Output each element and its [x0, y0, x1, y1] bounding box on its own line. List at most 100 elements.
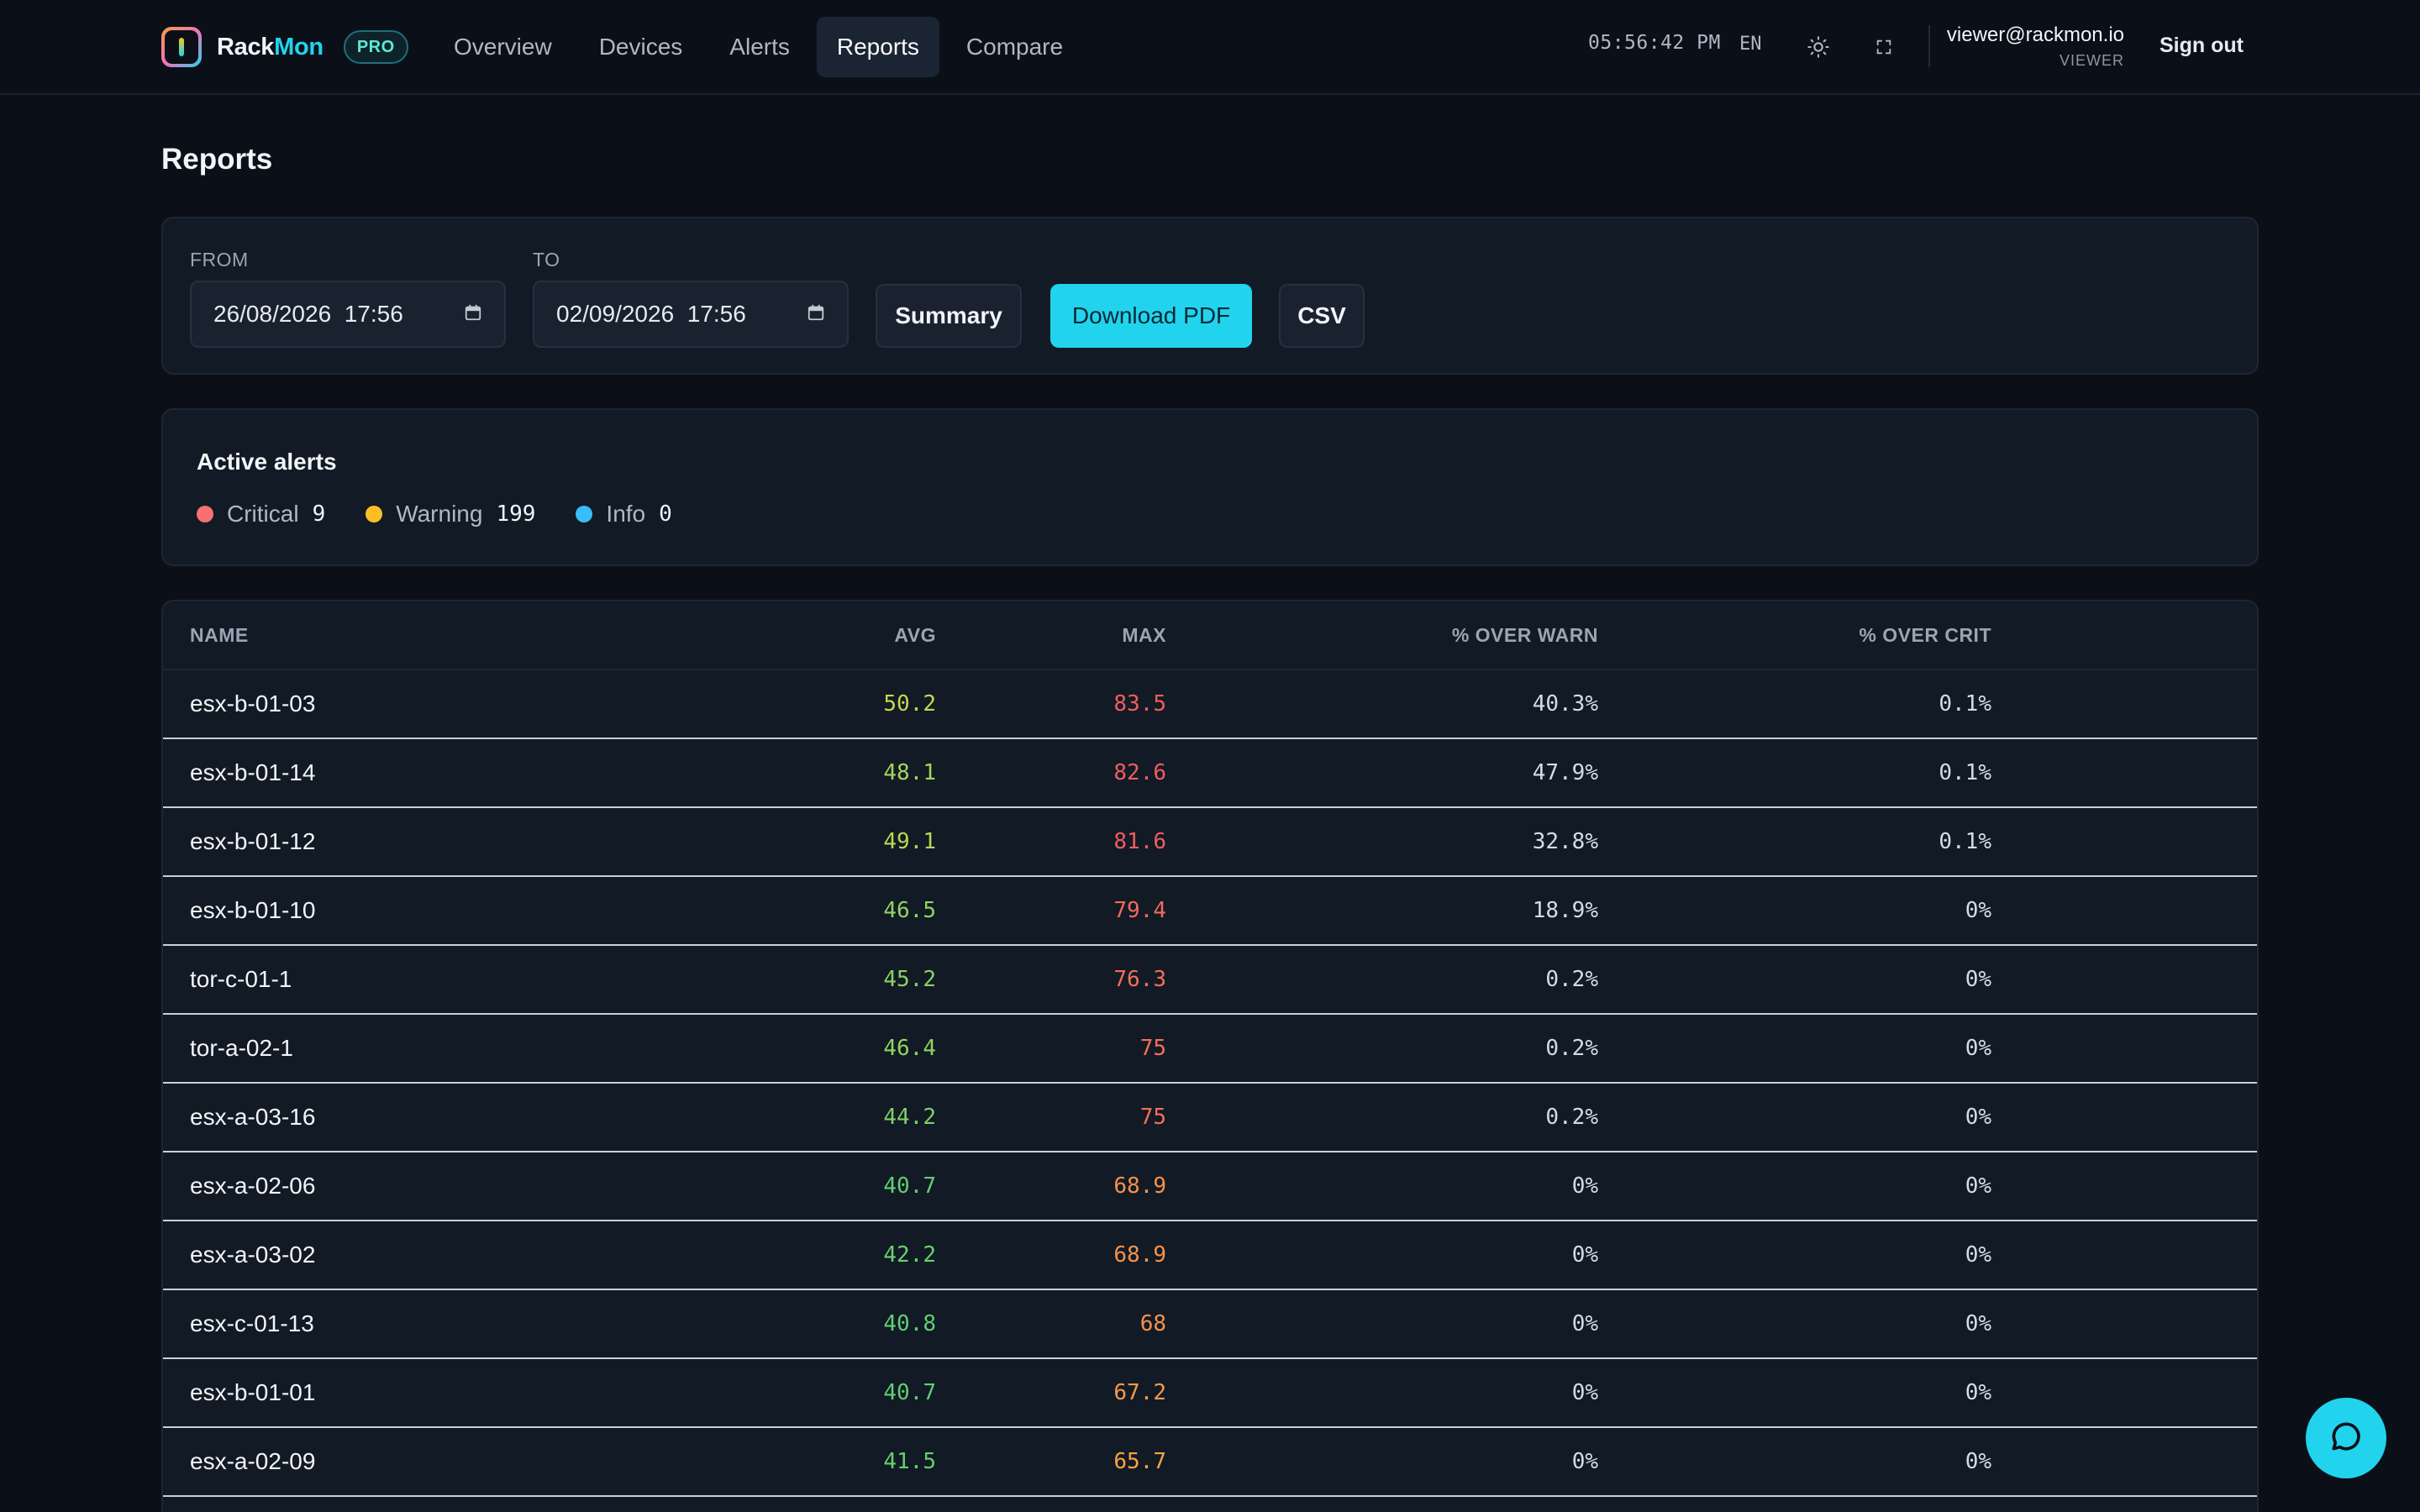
table-row[interactable]: esx-a-03-16 44.2 75 0.2% 0%100%: [163, 1084, 2257, 1152]
brand-name-accent: Mon: [274, 33, 324, 60]
cell-avg: 46.4: [883, 1036, 936, 1061]
col-over-crit-header[interactable]: % OVER CRIT: [1859, 623, 1991, 646]
cell-max: 76.3: [1113, 967, 1166, 992]
col-over-warn-header[interactable]: % OVER WARN: [1451, 623, 1598, 646]
col-availability-header[interactable]: AVAILABILITY: [1760, 601, 2257, 669]
cell-max: 83.5: [1113, 691, 1166, 717]
info-dot-icon: [576, 506, 593, 522]
sign-out-button[interactable]: Sign out: [2160, 34, 2244, 57]
warning-dot-icon: [366, 506, 383, 522]
cell-over-crit: 0%: [1965, 1036, 1991, 1061]
cell-name: esx-b-01-14: [190, 759, 316, 785]
alert-warning[interactable]: Warning 199: [366, 501, 535, 528]
cell-name: esx-b-01-01: [190, 1379, 316, 1405]
table-row[interactable]: esx-b-01-12 49.1 81.6 32.8% 0.1%100%: [163, 808, 2257, 877]
clock: 05:56:42 PM: [1588, 32, 1721, 54]
cell-avg: 40.8: [883, 1311, 936, 1336]
calendar-icon[interactable]: [464, 301, 482, 328]
header-divider: [1928, 25, 1930, 67]
cell-max: 75: [1139, 1105, 1166, 1130]
cell-avg: 48.1: [883, 760, 936, 785]
alert-info-count: 0: [659, 501, 672, 527]
cell-availability: 100%: [1760, 1084, 2257, 1151]
cell-avg: 45.2: [883, 967, 936, 992]
cell-avg: 40.7: [883, 1173, 936, 1199]
brand[interactable]: RackMon PRO: [161, 25, 408, 69]
table-row[interactable]: esx-b-01-14 48.1 82.6 47.9% 0.1%100%: [163, 739, 2257, 808]
pro-badge: PRO: [343, 30, 408, 64]
chat-icon: [2328, 1418, 2365, 1459]
to-date-input[interactable]: 02/09/2026 17:56: [533, 281, 849, 348]
col-max-header[interactable]: MAX: [1122, 623, 1166, 646]
brand-name-main: Rack: [217, 33, 275, 60]
download-pdf-button[interactable]: Download PDF: [1050, 284, 1252, 348]
cell-availability: 100%: [1760, 808, 2257, 875]
top-bar: RackMon PRO Overview Devices Alerts Repo…: [0, 0, 2420, 95]
active-alerts-panel: Active alerts Critical 9 Warning 199 Inf…: [161, 408, 2259, 566]
nav-devices[interactable]: Devices: [598, 34, 683, 60]
user-menu[interactable]: viewer@rackmon.io VIEWER: [1947, 24, 2124, 70]
csv-button[interactable]: CSV: [1279, 284, 1365, 348]
expand-icon[interactable]: [1867, 30, 1901, 64]
cell-over-warn: 0.2%: [1545, 967, 1598, 992]
to-label: TO: [533, 249, 560, 270]
cell-over-warn: 18.9%: [1532, 898, 1598, 923]
sun-icon[interactable]: [1802, 30, 1835, 64]
cell-availability: 100%: [1760, 877, 2257, 944]
nav-overview[interactable]: Overview: [454, 34, 552, 60]
cell-name: esx-a-02-06: [190, 1173, 316, 1199]
cell-availability: 100%: [1760, 1221, 2257, 1289]
alert-info[interactable]: Info 0: [576, 501, 672, 528]
nav-compare[interactable]: Compare: [965, 34, 1064, 60]
from-date-value: 26/08/2026 17:56: [213, 301, 403, 327]
nav-reports[interactable]: Reports: [816, 17, 939, 77]
cell-avg: 49.1: [883, 829, 936, 854]
table-row[interactable]: esx-b-01-03 50.2 83.5 40.3% 0.1%100%: [163, 670, 2257, 739]
col-name-header[interactable]: NAME: [190, 623, 249, 646]
cell-availability: 100%: [1760, 739, 2257, 806]
cell-over-crit: 0.1%: [1939, 829, 1991, 854]
cell-over-warn: 40.3%: [1532, 691, 1598, 717]
cell-name: esx-a-03-16: [190, 1104, 316, 1130]
language-switch[interactable]: EN: [1739, 34, 1762, 55]
cell-max: 68.9: [1113, 1242, 1166, 1268]
chat-button[interactable]: [2306, 1398, 2386, 1478]
report-table: NAME AVG MAX % OVER WARN % OVER CRIT AVA…: [161, 600, 2259, 1512]
table-row[interactable]: tor-c-01-1 45.2 76.3 0.2% 0%100%: [163, 946, 2257, 1015]
alert-critical-count: 9: [312, 501, 326, 527]
cell-over-crit: 0%: [1965, 1311, 1991, 1336]
cell-availability: 100%: [1760, 1359, 2257, 1426]
cell-over-warn: 0%: [1571, 1449, 1598, 1474]
cell-availability: 100%: [1760, 1290, 2257, 1357]
alert-critical[interactable]: Critical 9: [197, 501, 325, 528]
cell-over-crit: 0%: [1965, 1380, 1991, 1405]
user-role: VIEWER: [2059, 52, 2124, 69]
cell-avg: 50.2: [883, 691, 936, 717]
table-header: NAME AVG MAX % OVER WARN % OVER CRIT AVA…: [163, 601, 2257, 670]
table-row[interactable]: esx-b-01-10 46.5 79.4 18.9% 0%100%: [163, 877, 2257, 946]
cell-over-warn: 0%: [1571, 1311, 1598, 1336]
main-nav: Overview Devices Alerts Reports Compare: [434, 17, 1090, 77]
cell-avg: 42.2: [883, 1242, 936, 1268]
user-email: viewer@rackmon.io: [1946, 24, 2124, 46]
alert-counts: Critical 9 Warning 199 Info 0: [197, 501, 713, 528]
cell-over-warn: 32.8%: [1532, 829, 1598, 854]
cell-avg: 41.5: [883, 1449, 936, 1474]
nav-alerts[interactable]: Alerts: [729, 34, 790, 60]
cell-name: esx-a-02-09: [190, 1448, 316, 1474]
cell-over-crit: 0%: [1965, 1449, 1991, 1474]
from-date-input[interactable]: 26/08/2026 17:56: [190, 281, 506, 348]
rackmon-logo-icon: [161, 27, 202, 67]
from-label: FROM: [190, 249, 249, 270]
alert-info-label: Info: [606, 501, 646, 527]
summary-button[interactable]: Summary: [876, 284, 1022, 348]
table-row[interactable]: tor-a-02-1 46.4 75 0.2% 0%100%: [163, 1015, 2257, 1084]
calendar-icon[interactable]: [807, 301, 825, 328]
col-avg-header[interactable]: AVG: [894, 623, 936, 646]
cell-over-warn: 0%: [1571, 1380, 1598, 1405]
